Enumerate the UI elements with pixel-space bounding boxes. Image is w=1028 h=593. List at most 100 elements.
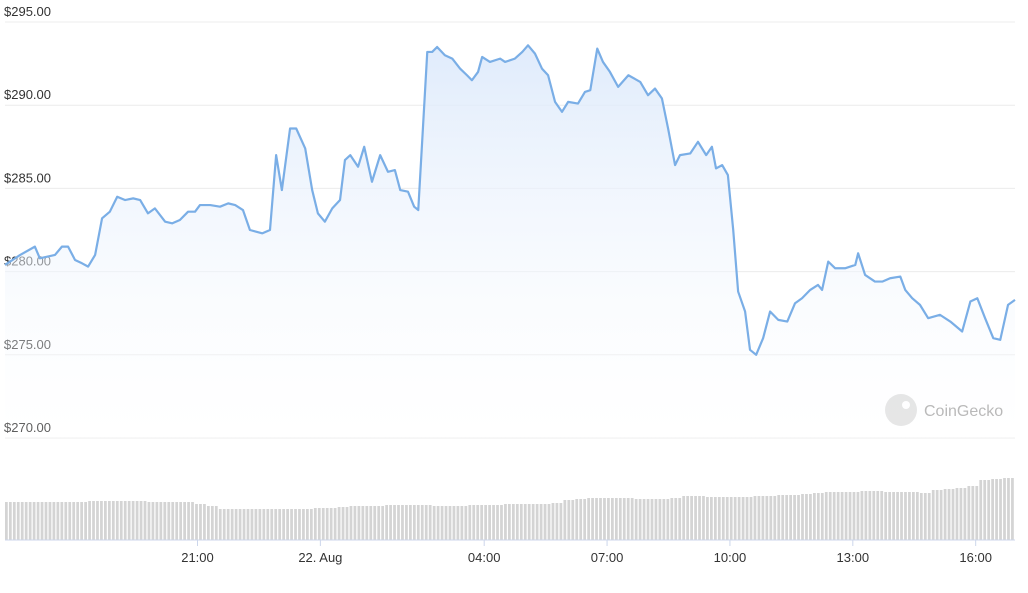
volume-bar	[559, 503, 563, 540]
volume-bar	[226, 509, 230, 540]
x-tick-label: 16:00	[959, 550, 992, 565]
volume-bar	[432, 506, 436, 540]
volume-bar	[531, 504, 535, 540]
volume-bar	[412, 505, 416, 540]
volume-bar	[496, 505, 499, 540]
volume-bar	[143, 501, 147, 540]
x-tick-label: 22. Aug	[298, 550, 342, 565]
volume-bar	[175, 502, 179, 540]
volume-bar	[797, 495, 800, 540]
volume-bar	[468, 505, 472, 540]
volume-bar	[805, 494, 808, 540]
volume-bar	[337, 507, 341, 540]
volume-bar	[214, 506, 218, 540]
volume-bar	[642, 499, 646, 540]
volume-bar	[836, 492, 840, 540]
volume-bar	[234, 509, 238, 540]
volume-bar	[127, 501, 131, 540]
volume-bar	[670, 498, 674, 540]
volume-bar	[599, 498, 602, 540]
volume-bar	[100, 501, 103, 540]
volume-bar	[123, 501, 127, 540]
volume-bar	[222, 509, 226, 540]
volume-bar	[424, 505, 428, 540]
volume-bar	[36, 502, 40, 540]
volume-bar	[428, 505, 432, 540]
volume-bar	[896, 492, 899, 540]
volume-bar	[856, 492, 860, 540]
volume-bar	[979, 480, 983, 540]
volume-bar	[607, 498, 610, 540]
volume-bar	[721, 497, 725, 540]
volume-bar	[345, 507, 349, 540]
watermark-logo	[885, 394, 917, 426]
volume-bar	[385, 505, 388, 540]
volume-bar	[492, 505, 495, 540]
volume-bar	[500, 505, 503, 540]
volume-bar	[254, 509, 258, 540]
volume-bar	[444, 506, 448, 540]
x-tick-label: 21:00	[181, 550, 214, 565]
volume-bar	[64, 502, 68, 540]
volume-bar	[250, 509, 254, 540]
volume-bar	[32, 502, 36, 540]
volume-bar	[710, 497, 713, 540]
volume-bar	[991, 479, 994, 540]
volume-bar	[717, 497, 721, 540]
volume-bar	[595, 498, 598, 540]
volume-bar	[737, 497, 741, 540]
volume-bar	[286, 509, 289, 540]
volume-bar	[210, 506, 214, 540]
volume-bar	[72, 502, 76, 540]
volume-bar	[131, 501, 135, 540]
volume-bar	[666, 499, 670, 540]
volume-bar	[92, 501, 95, 540]
volume-bar	[816, 493, 820, 540]
volume-bar	[785, 495, 789, 540]
volume-bar	[96, 501, 99, 540]
volume-bar	[583, 499, 587, 540]
volume-bar	[880, 491, 884, 540]
volume-bar	[111, 501, 115, 540]
volume-bar	[135, 501, 139, 540]
volume-bar	[313, 508, 317, 540]
volume-bar	[769, 496, 773, 540]
volume-bar	[781, 495, 785, 540]
volume-bar	[638, 499, 642, 540]
volume-bar	[238, 509, 242, 540]
volume-bar	[262, 509, 266, 540]
volume-bar	[397, 505, 400, 540]
volume-bar	[84, 502, 87, 540]
volume-bar	[967, 486, 971, 540]
volume-bar	[630, 498, 634, 540]
volume-bar	[848, 492, 852, 540]
volume-bar	[852, 492, 856, 540]
volume-bar	[48, 502, 52, 540]
volume-bar	[377, 506, 381, 540]
volume-bar	[183, 502, 186, 540]
volume-bar	[373, 506, 377, 540]
volume-bar	[789, 495, 792, 540]
volume-bar	[698, 496, 701, 540]
volume-bar	[104, 501, 107, 540]
volume-bar	[515, 504, 519, 540]
volume-bar	[658, 499, 662, 540]
volume-bar	[12, 502, 16, 540]
volume-bar	[650, 499, 654, 540]
volume-bar	[713, 497, 717, 540]
watermark: CoinGecko	[885, 394, 1003, 426]
volume-bar	[963, 488, 967, 540]
volume-bar	[765, 496, 769, 540]
x-tick-label: 13:00	[837, 550, 870, 565]
volume-bar	[618, 498, 622, 540]
x-tick-label: 10:00	[714, 550, 747, 565]
volume-bar	[587, 498, 590, 540]
volume-bar	[733, 497, 737, 540]
volume-bar	[274, 509, 278, 540]
volume-bar	[270, 509, 274, 540]
volume-bar	[246, 509, 250, 540]
volume-bar	[686, 496, 690, 540]
volume-bar	[80, 502, 84, 540]
volume-bar	[579, 499, 583, 540]
